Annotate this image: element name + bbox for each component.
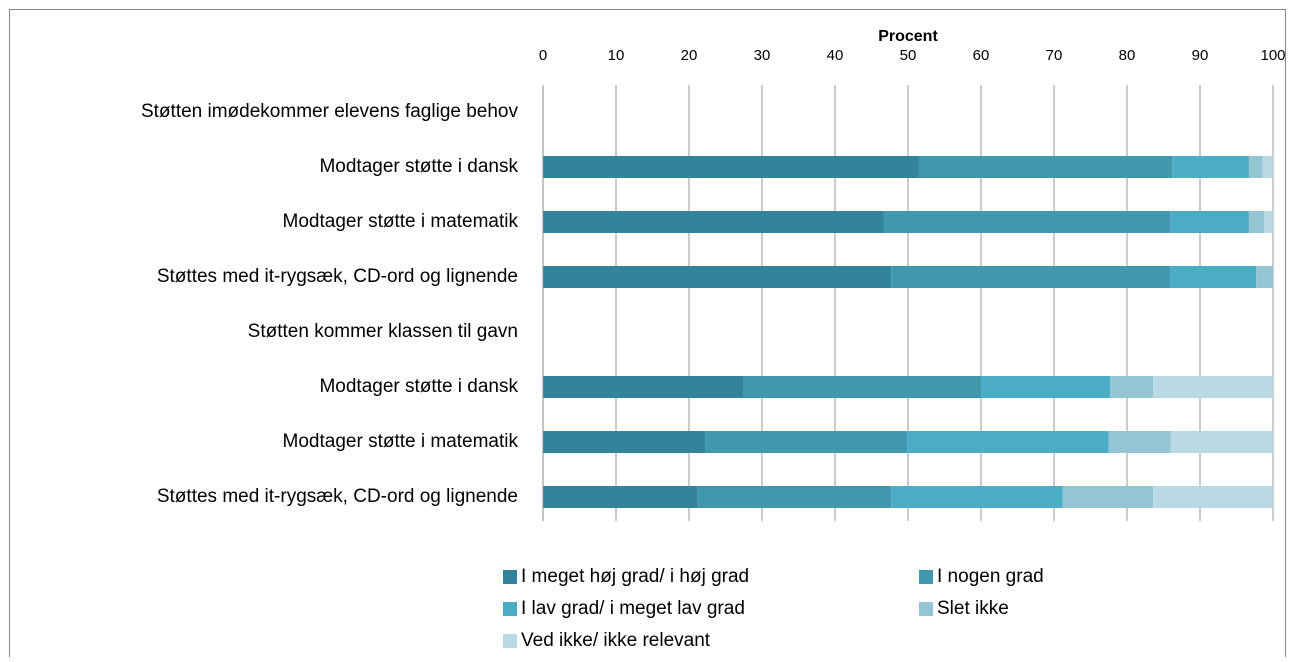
bar-segment bbox=[1248, 156, 1263, 178]
category-label: Modtager støtte i matematik bbox=[283, 211, 519, 232]
bar-segment bbox=[1264, 211, 1273, 233]
bar-segment bbox=[1262, 156, 1273, 178]
legend-label: I nogen grad bbox=[937, 566, 1044, 587]
bar-segment bbox=[918, 156, 1173, 178]
legend-swatch bbox=[503, 602, 517, 616]
x-tick-label: 60 bbox=[973, 47, 990, 64]
bar-segment bbox=[543, 156, 919, 178]
bar-segment bbox=[1110, 376, 1154, 398]
bar-segment bbox=[907, 431, 1109, 453]
bar-segment bbox=[1172, 156, 1249, 178]
bar-segment bbox=[705, 431, 908, 453]
x-tick-label: 70 bbox=[1046, 47, 1063, 64]
legend-swatch bbox=[503, 570, 517, 584]
x-tick-label: 10 bbox=[608, 47, 625, 64]
bar-segment bbox=[891, 266, 1171, 288]
bar-segment bbox=[543, 211, 884, 233]
legend-label: I meget høj grad/ i høj grad bbox=[521, 566, 749, 587]
bar-segment bbox=[697, 486, 892, 508]
legend-swatch bbox=[919, 602, 933, 616]
x-tick-label: 50 bbox=[900, 47, 917, 64]
bar-segment bbox=[981, 376, 1111, 398]
x-tick-label: 90 bbox=[1192, 47, 1209, 64]
legend-swatch bbox=[503, 634, 517, 648]
category-label: Modtager støtte i matematik bbox=[283, 431, 519, 452]
bar-segment bbox=[743, 376, 981, 398]
bar-segment bbox=[543, 266, 892, 288]
category-label: Støtten kommer klassen til gavn bbox=[248, 321, 518, 342]
bar-segment bbox=[543, 486, 698, 508]
chart-border bbox=[9, 9, 1286, 662]
category-label: Modtager støtte i dansk bbox=[319, 376, 518, 397]
bar-segment bbox=[1170, 211, 1249, 233]
category-label: Støttes med it-rygsæk, CD-ord og lignend… bbox=[157, 266, 518, 287]
legend-label: I lav grad/ i meget lav grad bbox=[521, 598, 745, 619]
x-tick-label: 80 bbox=[1119, 47, 1136, 64]
category-label: Støtten imødekommer elevens faglige beho… bbox=[141, 101, 519, 122]
bar-segment bbox=[543, 376, 744, 398]
bar-segment bbox=[1170, 266, 1257, 288]
x-tick-label: 20 bbox=[681, 47, 698, 64]
bar-segment bbox=[1170, 431, 1273, 453]
bar-segment bbox=[1153, 486, 1273, 508]
x-tick-label: 0 bbox=[539, 47, 547, 64]
bar-segment bbox=[1248, 211, 1265, 233]
legend-swatch bbox=[919, 570, 933, 584]
legend-label: Slet ikke bbox=[937, 598, 1009, 619]
bar-segment bbox=[883, 211, 1171, 233]
bar-segment bbox=[1256, 266, 1273, 288]
category-label: Modtager støtte i dansk bbox=[319, 156, 518, 177]
x-tick-label: 100 bbox=[1260, 47, 1285, 64]
x-tick-label: 30 bbox=[754, 47, 771, 64]
category-label: Støttes med it-rygsæk, CD-ord og lignend… bbox=[157, 486, 518, 507]
axis-title: Procent bbox=[878, 28, 938, 45]
bar-segment bbox=[1062, 486, 1154, 508]
bar-segment bbox=[543, 431, 706, 453]
x-tick-label: 40 bbox=[827, 47, 844, 64]
bar-segment bbox=[1108, 431, 1171, 453]
legend-label: Ved ikke/ ikke relevant bbox=[521, 630, 711, 651]
bar-segment bbox=[891, 486, 1063, 508]
bar-segment bbox=[1153, 376, 1273, 398]
